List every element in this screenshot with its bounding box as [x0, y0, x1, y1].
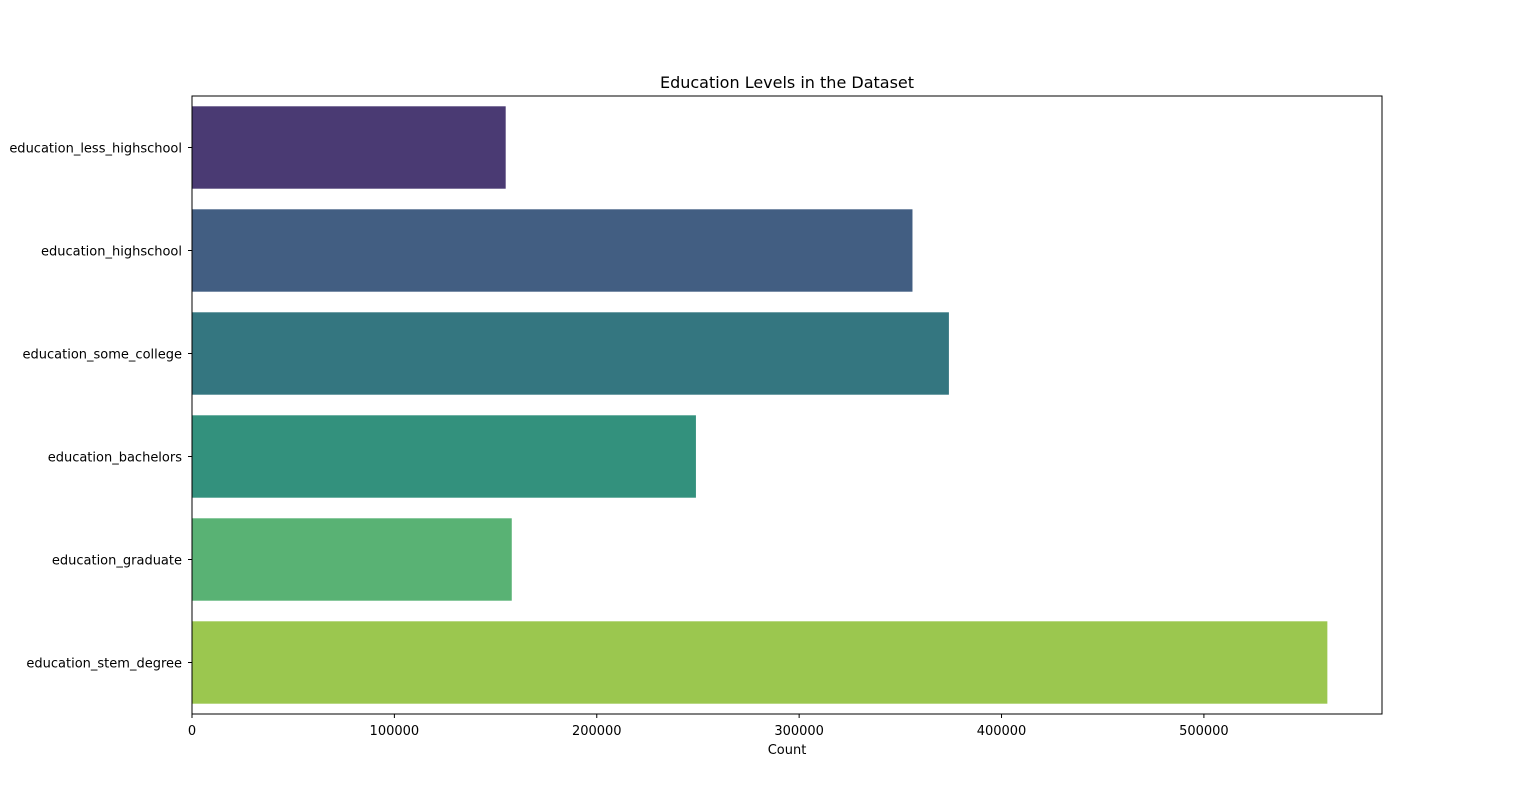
y-axis: education_less_highschool education_highs…: [9, 142, 192, 672]
chart-title: Education Levels in the Dataset: [660, 73, 914, 92]
y-tick-label: education_stem_degree: [26, 657, 182, 672]
y-tick-label: education_highschool: [41, 245, 182, 260]
x-axis: 0 100000 200000 300000 400000 500000: [188, 714, 1229, 739]
y-tick-label: education_bachelors: [48, 451, 183, 466]
y-tick-label: education_graduate: [52, 554, 182, 569]
plot-frame: [191, 95, 1383, 715]
x-tick-label: 200000: [572, 724, 622, 739]
x-tick-label: 500000: [1179, 724, 1229, 739]
bar-education-some-college: [192, 312, 949, 395]
bar-education-highschool: [192, 209, 913, 292]
bars-layer: [192, 106, 1328, 704]
x-tick-label: 100000: [370, 724, 420, 739]
bar-education-stem-degree: [192, 621, 1328, 704]
x-tick-label: 0: [188, 724, 196, 739]
y-tick-label: education_less_highschool: [9, 142, 182, 157]
bar-education-graduate: [192, 518, 512, 601]
y-tick-label: education_some_college: [23, 348, 182, 363]
bar-education-bachelors: [192, 415, 696, 498]
x-tick-label: 400000: [977, 724, 1027, 739]
x-axis-title: Count: [768, 743, 807, 758]
x-tick-label: 300000: [774, 724, 824, 739]
bar-education-less-highschool: [192, 106, 506, 189]
